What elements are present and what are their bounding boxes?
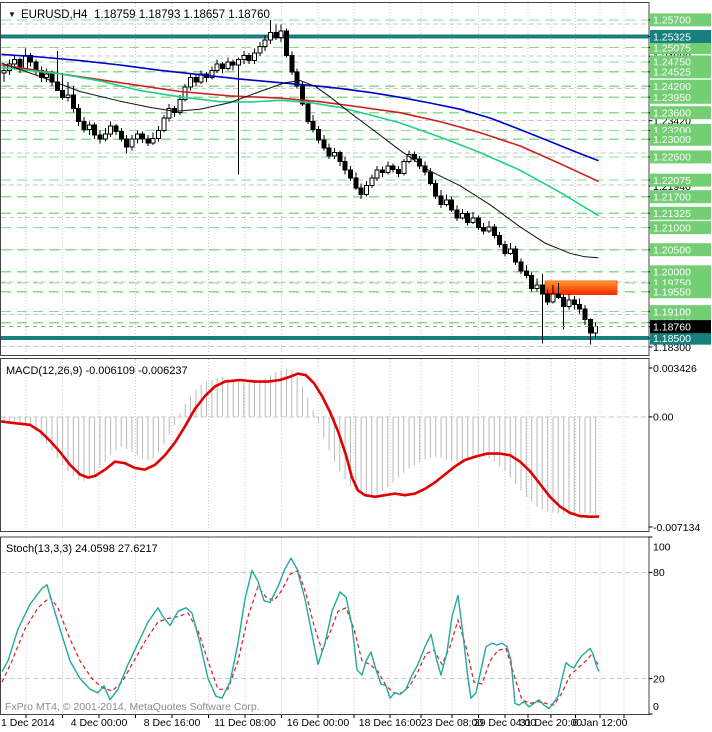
svg-text:1.23950: 1.23950 (653, 92, 691, 104)
macd-axis-label: 0.003426 (653, 363, 697, 375)
teal-line-label: 1.18500 (650, 331, 711, 345)
svg-text:100: 100 (653, 541, 671, 553)
svg-text:1.25325: 1.25325 (653, 31, 691, 43)
price-level-label: 1.20500 (650, 243, 711, 257)
svg-text:1.19550: 1.19550 (653, 287, 691, 299)
svg-text:1.18300: 1.18300 (653, 342, 691, 354)
time-axis-label: 11 Dec 08:00 (214, 717, 276, 729)
time-axis-label: 4 Dec 00:00 (71, 717, 128, 729)
ma-line-blue (1, 53, 599, 162)
price-level-label: 1.25700 (650, 13, 711, 27)
svg-text:20: 20 (653, 673, 665, 685)
time-axis-label: 16 Dec 00:00 (287, 717, 350, 729)
supply-zone-rectangle (544, 280, 618, 295)
price-level-label: 1.22600 (650, 150, 711, 164)
svg-text:1.25700: 1.25700 (653, 15, 691, 27)
moving-average-lines (1, 53, 599, 259)
price-level-label: 1.19550 (650, 285, 711, 299)
svg-text:1.24525: 1.24525 (653, 67, 691, 79)
svg-text:1.23600: 1.23600 (653, 108, 691, 120)
svg-text:1.21000: 1.21000 (653, 222, 691, 234)
svg-text:1.24200: 1.24200 (653, 81, 691, 93)
price-axis-tick: 1.18300 (653, 342, 691, 354)
time-axis-label: 8 Dec 16:00 (144, 717, 201, 729)
svg-text:1.21325: 1.21325 (653, 208, 691, 220)
price-level-label: 1.21000 (650, 221, 711, 234)
macd-indicator (0, 368, 600, 519)
svg-text:-0.007134: -0.007134 (653, 522, 700, 534)
price-level-label: 1.24200 (650, 79, 711, 93)
price-level-label: 1.23000 (650, 132, 711, 146)
svg-text:1.22600: 1.22600 (653, 152, 691, 164)
price-axis-labels: 1.248801.234201.219401.183001.257001.250… (648, 13, 711, 715)
time-axis-label: 18 Dec 16:00 (359, 717, 422, 729)
stoch-axis-label: 0 (653, 701, 659, 713)
price-level-label: 1.19100 (650, 305, 711, 318)
price-level-label: 1.21700 (650, 190, 711, 204)
macd-indicator-label: MACD(12,26,9) -0.006109 -0.006237 (6, 365, 188, 377)
stoch-axis-label: 20 (653, 673, 665, 685)
time-axis-label: 6 Jan 12:00 (573, 717, 628, 729)
chart-title-symbol: EURUSD,H4 (21, 9, 88, 21)
pane-borders (0, 2, 650, 715)
svg-text:0.00: 0.00 (653, 412, 674, 424)
candlesticks (1, 19, 599, 345)
stochastic-indicator (1, 557, 600, 710)
price-level-label: 1.20000 (650, 265, 711, 279)
price-level-label: 1.25075 (650, 41, 711, 54)
ma-line-green (1, 66, 599, 217)
time-axis-label: 29 Dec 04:00 (474, 717, 537, 729)
support-resistance-lines (1, 19, 649, 341)
svg-text:1.18760: 1.18760 (653, 321, 691, 333)
svg-text:1.20000: 1.20000 (653, 267, 691, 279)
svg-text:1.23000: 1.23000 (653, 134, 691, 146)
symbol-dropdown-icon[interactable]: ▼ (8, 10, 16, 19)
macd-axis-label: -0.007134 (653, 522, 700, 534)
svg-text:1.22075: 1.22075 (653, 175, 691, 187)
svg-text:1.19100: 1.19100 (653, 306, 691, 318)
ma-line-red (1, 64, 599, 182)
svg-text:1.25075: 1.25075 (653, 42, 691, 54)
macd-axis-label: 0.00 (653, 412, 674, 424)
svg-text:1.18500: 1.18500 (653, 333, 691, 345)
price-level-label: 1.21325 (650, 206, 711, 220)
chart-title-ohlc: 1.18759 1.18793 1.18657 1.18760 (94, 9, 270, 21)
svg-text:1.20500: 1.20500 (653, 245, 691, 257)
teal-line-label: 1.25325 (650, 29, 711, 43)
price-level-label: 1.23950 (650, 90, 711, 104)
current-price-label: 1.18760 (650, 320, 711, 333)
time-axis-label: 31 Dec 20:00 (520, 717, 583, 729)
grid-lines (1, 3, 649, 713)
ma-line-black (1, 62, 599, 259)
stoch-axis-label: 100 (653, 541, 671, 553)
price-level-label: 1.23600 (650, 106, 711, 120)
time-axis-label: 1 Dec 2014 (1, 717, 55, 729)
svg-text:0: 0 (653, 701, 659, 713)
svg-text:80: 80 (653, 567, 665, 579)
svg-text:0.003426: 0.003426 (653, 363, 697, 375)
stoch-axis-label: 80 (653, 567, 665, 579)
price-level-label: 1.24525 (650, 65, 711, 79)
platform-watermark: FxPro MT4, © 2001-2014, MetaQuotes Softw… (5, 701, 260, 713)
stochastic-indicator-label: Stoch(13,3,3) 24.0598 27.6217 (6, 543, 158, 555)
time-axis-label: 23 Dec 08:00 (421, 717, 484, 729)
svg-text:1.21700: 1.21700 (653, 192, 691, 204)
time-axis: 1 Dec 2014 4 Dec 00:00 8 Dec 16:00 11 Dec 0… (1, 714, 628, 729)
price-level-label: 1.22075 (650, 173, 711, 187)
